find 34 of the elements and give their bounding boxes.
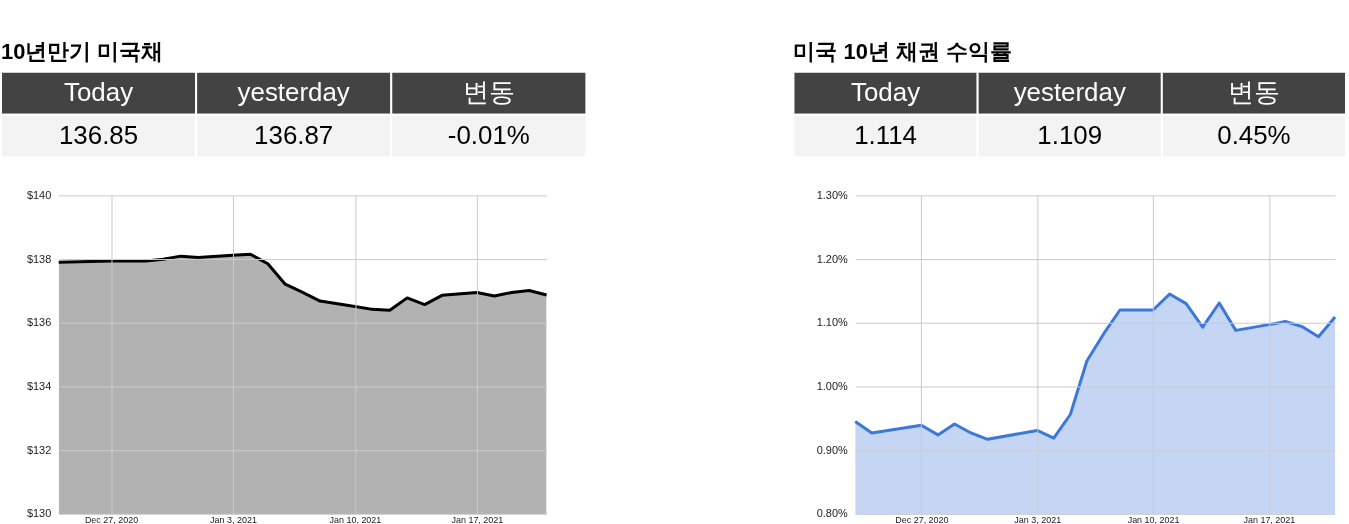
x-tick-label: Jan 3, 2021 <box>1014 515 1062 524</box>
text: 136.85 <box>58 121 139 150</box>
text: 변동 <box>1227 78 1280 107</box>
y-tick-label: 0.90% <box>816 443 848 456</box>
y-tick-label: $140 <box>26 188 52 201</box>
y-tick-label: 1.30% <box>816 188 848 201</box>
y-tick-label: $132 <box>26 443 52 456</box>
x-tick-label: Dec 27, 2020 <box>84 515 139 524</box>
text: Today <box>64 78 134 107</box>
chart-title: 10년만기 미국채 <box>1 38 164 64</box>
y-tick-label: 1.00% <box>816 379 848 392</box>
text: Today <box>851 78 921 107</box>
chart-title: 미국 10년 채권 수익률 <box>793 38 1013 64</box>
text: 0.45% <box>1217 121 1291 150</box>
x-tick-label: Jan 17, 2021 <box>451 515 504 524</box>
y-tick-label: $130 <box>26 507 52 520</box>
x-tick-label: Jan 10, 2021 <box>1127 515 1180 524</box>
y-tick-label: 1.10% <box>816 316 848 329</box>
x-tick-label: Jan 3, 2021 <box>210 515 257 524</box>
text: yesterday <box>1013 78 1126 107</box>
text: 1.109 <box>1037 121 1103 150</box>
x-tick-label: Jan 17, 2021 <box>1243 515 1296 524</box>
y-tick-label: $138 <box>26 252 52 265</box>
text: -0.01% <box>447 121 530 150</box>
text: 136.87 <box>254 121 334 150</box>
text: yesterday <box>237 78 350 107</box>
text: 1.114 <box>854 121 917 150</box>
text: 변동 <box>462 78 515 107</box>
y-tick-label: $134 <box>26 379 52 392</box>
x-tick-label: Jan 10, 2021 <box>329 515 382 524</box>
x-tick-label: Dec 27, 2020 <box>895 515 949 524</box>
y-tick-label: 1.20% <box>816 252 848 265</box>
y-tick-label: 0.80% <box>816 507 848 520</box>
y-tick-label: $136 <box>26 316 52 329</box>
